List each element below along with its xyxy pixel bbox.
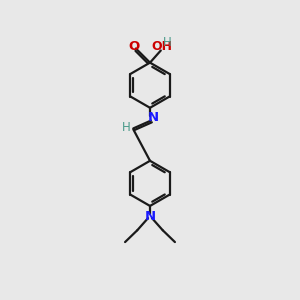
Text: O: O: [128, 40, 139, 53]
Text: N: N: [148, 111, 159, 124]
Text: N: N: [144, 210, 156, 223]
Text: H: H: [163, 36, 172, 49]
Text: OH: OH: [151, 40, 172, 53]
Text: H: H: [122, 121, 130, 134]
